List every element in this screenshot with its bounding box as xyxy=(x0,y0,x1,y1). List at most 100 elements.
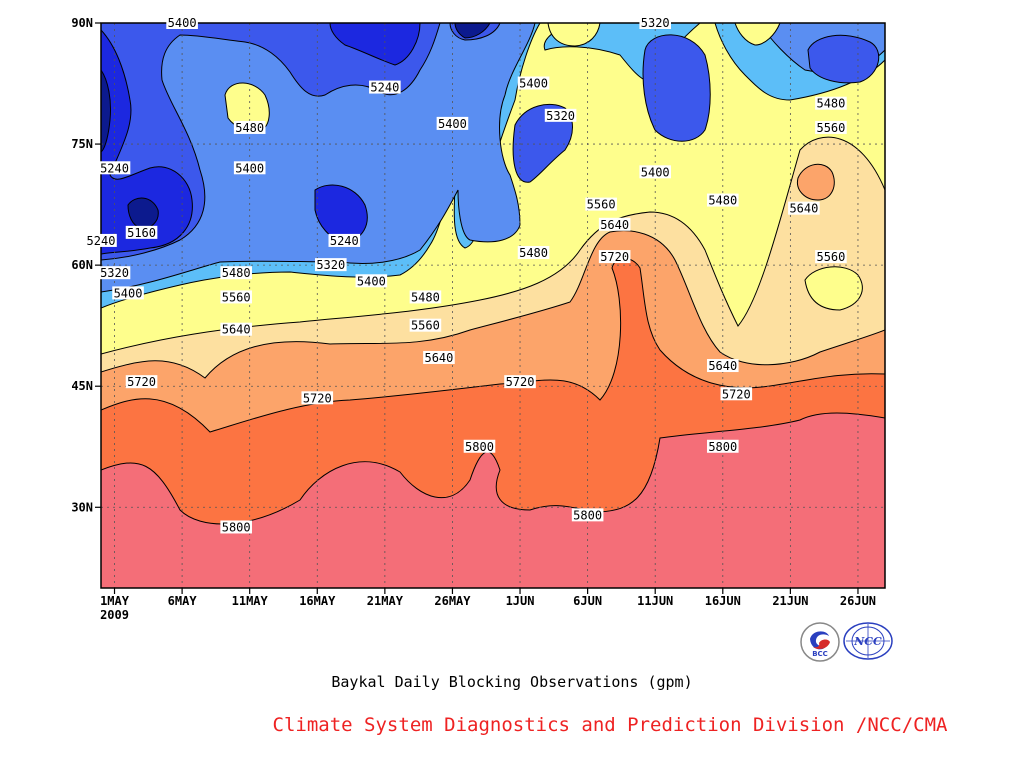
band-5480-top xyxy=(547,23,601,47)
contour-label-text: 5400 xyxy=(168,16,197,30)
credit-line: Climate System Diagnostics and Predictio… xyxy=(272,714,948,736)
contour-label-bg xyxy=(409,290,442,304)
contour-label-bg xyxy=(314,258,347,272)
contour-label-bg xyxy=(639,16,672,29)
contour-label: 5480 xyxy=(409,290,442,304)
contour-label: 5640 xyxy=(706,359,739,373)
x-tick-label: 1JUN xyxy=(506,594,535,608)
bcc-logo: BCC xyxy=(800,622,840,662)
contour-label: 5480 xyxy=(233,120,266,135)
contour-label-bg xyxy=(436,116,469,130)
contour-label: 5560 xyxy=(815,250,847,264)
contour-label-text: 5800 xyxy=(708,440,737,454)
contour-label-text: 5240 xyxy=(330,234,359,248)
x-tick-label: 21JUN xyxy=(772,594,808,608)
x-tick-label: 6JUN xyxy=(573,594,602,608)
contour-label-bg xyxy=(328,233,361,247)
contour-label-text: 5560 xyxy=(816,250,845,264)
contour-label: 5720 xyxy=(504,375,536,389)
contour-label: 5320 xyxy=(639,16,672,30)
contour-label-text: 5480 xyxy=(708,194,737,208)
contour-label-text: 5480 xyxy=(235,121,264,135)
contour-label-bg xyxy=(598,250,631,264)
x-tick-label: 16MAY xyxy=(299,594,336,608)
band-5640-patch xyxy=(796,163,835,201)
contour-label-text: 5400 xyxy=(519,77,548,91)
svg-text:NCC: NCC xyxy=(853,635,882,648)
contour-label-bg xyxy=(220,322,252,336)
contour-label-bg xyxy=(220,520,252,534)
contour-label-bg xyxy=(544,108,577,122)
contour-label-text: 5720 xyxy=(722,387,751,401)
contour-label-bg xyxy=(815,120,847,134)
contour-label: 5560 xyxy=(815,120,847,135)
contour-label-text: 5400 xyxy=(235,161,264,175)
contour-label-text: 5640 xyxy=(222,323,251,337)
contour-label-bg xyxy=(369,80,401,94)
contour-label-bg xyxy=(815,96,847,110)
contour-label-text: 5400 xyxy=(114,286,143,300)
contour-label-bg xyxy=(98,161,131,175)
contour-label-bg xyxy=(98,266,131,280)
contour-label-text: 5400 xyxy=(641,165,670,179)
contour-label-bg xyxy=(166,16,198,29)
contour-label-bg xyxy=(220,266,252,280)
contour-label: 5320 xyxy=(314,258,347,272)
grid-lines xyxy=(101,23,885,588)
contour-label: 5720 xyxy=(598,250,631,264)
contour-labels: 5400 5320 5240 5400 5480 5400 5320 5480 5560 5240… xyxy=(85,16,847,534)
contour-label-bg xyxy=(233,120,266,134)
contour-label-text: 5240 xyxy=(100,161,129,175)
contour-label: 5240 xyxy=(98,161,131,175)
contour-label-bg xyxy=(112,286,144,300)
x-tick-label: 26JUN xyxy=(840,594,876,608)
ncc-logo: NCC xyxy=(843,622,893,660)
band-5240-5320 xyxy=(101,23,880,261)
contour-label-bg xyxy=(706,359,739,373)
contour-label-text: 5640 xyxy=(600,218,629,232)
x-tick-label: 1MAY xyxy=(100,594,130,608)
contour-label-text: 5800 xyxy=(222,520,251,534)
contour-label-bg xyxy=(706,193,739,207)
contour-label: 5640 xyxy=(220,322,252,337)
contour-label: 5800 xyxy=(571,508,604,522)
contour-label-bg xyxy=(125,225,158,239)
contour-label: 5240 xyxy=(85,233,117,248)
contour-label-bg xyxy=(571,508,604,522)
contour-label-text: 5160 xyxy=(127,226,156,240)
contour-label-bg xyxy=(706,439,739,453)
contour-label-text: 5480 xyxy=(222,266,251,280)
band-5560-patch xyxy=(804,266,863,311)
y-tick-label: 75N xyxy=(71,137,93,151)
contour-label: 5800 xyxy=(706,439,739,454)
contour-label-text: 5320 xyxy=(100,266,129,280)
contour-label-bg xyxy=(125,375,158,389)
y-tick-label: 90N xyxy=(71,16,93,30)
contour-label: 5240 xyxy=(369,80,401,95)
contour-label: 5320 xyxy=(544,108,577,123)
contour-label-bg xyxy=(517,76,550,90)
contour-label: 5480 xyxy=(815,96,847,111)
x-tick-label: 16JUN xyxy=(705,594,741,608)
contour-label: 5480 xyxy=(220,266,252,280)
contour-label-text: 5480 xyxy=(519,246,548,260)
y-tick-label: 30N xyxy=(71,500,93,514)
contour-label-text: 5240 xyxy=(370,81,399,95)
contour-fills xyxy=(101,23,885,588)
contour-label-text: 5320 xyxy=(641,16,670,30)
contour-label-text: 5480 xyxy=(816,97,845,111)
contour-label-text: 5560 xyxy=(587,198,616,212)
contour-label-text: 5720 xyxy=(127,375,156,389)
contour-label-text: 5320 xyxy=(316,258,345,272)
x-tick-label: 21MAY xyxy=(367,594,404,608)
contour-label: 5560 xyxy=(585,197,617,212)
x-tick-label: 6MAY xyxy=(168,594,198,608)
contour-label-text: 5640 xyxy=(789,202,818,216)
contour-label: 5400 xyxy=(233,161,266,175)
contour-label-text: 5800 xyxy=(573,508,602,522)
contour-label-text: 5400 xyxy=(438,117,467,131)
contour-label-bg xyxy=(233,161,266,175)
contour-label: 5480 xyxy=(517,246,550,260)
x-year-label: 2009 xyxy=(100,608,129,622)
